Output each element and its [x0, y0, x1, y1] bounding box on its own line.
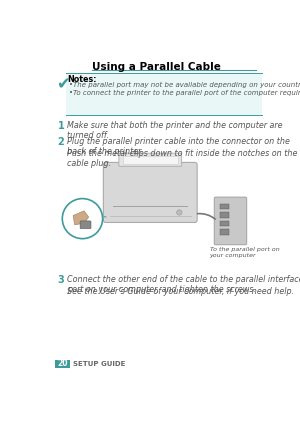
- Text: 1: 1: [58, 121, 64, 131]
- Text: Connect the other end of the cable to the parallel interface
port on your comput: Connect the other end of the cable to th…: [67, 275, 300, 294]
- Text: SETUP GUIDE: SETUP GUIDE: [73, 361, 125, 367]
- FancyBboxPatch shape: [214, 197, 247, 245]
- Polygon shape: [73, 211, 89, 225]
- FancyBboxPatch shape: [123, 156, 178, 164]
- Text: Using a Parallel Cable: Using a Parallel Cable: [92, 61, 220, 71]
- Circle shape: [177, 210, 182, 215]
- Bar: [220, 229, 229, 235]
- Bar: [220, 221, 229, 226]
- Circle shape: [62, 199, 103, 239]
- FancyBboxPatch shape: [55, 360, 70, 368]
- FancyBboxPatch shape: [103, 162, 197, 222]
- Text: Make sure that both the printer and the computer are
turned off.: Make sure that both the printer and the …: [67, 121, 283, 140]
- Text: Push the metal clips down to fit inside the notches on the
cable plug.: Push the metal clips down to fit inside …: [67, 148, 297, 168]
- Text: 2: 2: [58, 137, 64, 147]
- Text: The parallel port may not be available depending on your country.: The parallel port may not be available d…: [73, 82, 300, 88]
- FancyBboxPatch shape: [80, 221, 91, 228]
- Text: To connect the printer to the parallel port of the computer requires a certified: To connect the printer to the parallel p…: [73, 90, 300, 96]
- Text: •: •: [69, 82, 73, 88]
- Text: To the parallel port on
your computer: To the parallel port on your computer: [210, 247, 279, 258]
- Bar: [220, 212, 229, 218]
- Text: ✔: ✔: [56, 75, 70, 93]
- FancyBboxPatch shape: [66, 73, 262, 115]
- FancyBboxPatch shape: [119, 153, 182, 166]
- Text: 20: 20: [57, 359, 68, 368]
- Text: Plug the parallel printer cable into the connector on the
back of the printer.: Plug the parallel printer cable into the…: [67, 137, 290, 157]
- Text: •: •: [69, 90, 73, 96]
- Text: 3: 3: [58, 275, 64, 285]
- Bar: [220, 204, 229, 209]
- Text: See the User’s Guide of your computer, if you need help.: See the User’s Guide of your computer, i…: [67, 287, 294, 296]
- Text: Notes:: Notes:: [68, 74, 97, 84]
